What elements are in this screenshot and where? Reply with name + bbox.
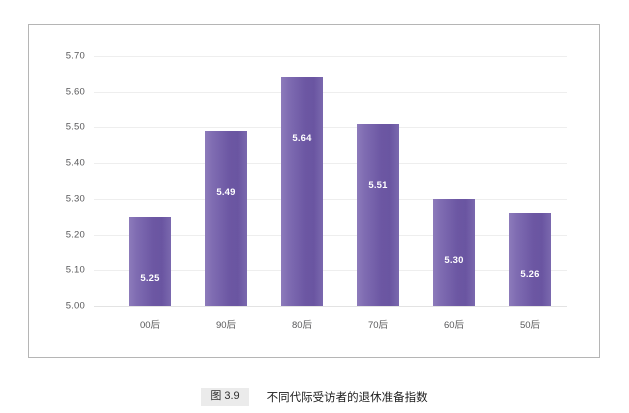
gridline: [94, 56, 567, 57]
y-axis-tick-label: 5.40: [65, 157, 85, 169]
x-axis-category-label: 80后: [291, 320, 313, 331]
y-axis-tick-label: 5.60: [65, 86, 85, 98]
gridline: [94, 306, 567, 307]
gridline: [94, 234, 567, 236]
x-axis-category-label: 00后: [139, 320, 161, 331]
bar-group: 5.49 90后: [188, 56, 264, 331]
gridline: [94, 270, 567, 272]
bar-value-label: 5.51: [368, 179, 388, 191]
figure-caption-text: 不同代际受访者的退休准备指数: [266, 392, 428, 404]
gridline: [94, 91, 567, 93]
bar-group: 5.26 50后: [492, 56, 568, 331]
bar[interactable]: 5.64: [281, 77, 323, 306]
gridline: [94, 198, 567, 200]
bar[interactable]: 5.30: [433, 198, 475, 306]
bar-group: 5.51 70后: [340, 56, 416, 331]
bar-value-label: 5.25: [140, 272, 160, 284]
bar[interactable]: 5.25: [129, 216, 171, 306]
bar-group: 5.25 00后: [112, 56, 188, 331]
x-axis-category-label: 50后: [519, 320, 541, 331]
x-axis-category-label: 70后: [367, 320, 389, 331]
figure-caption: 图 3.9 不同代际受访者的退休准备指数: [0, 388, 629, 406]
y-axis-tick-label: 5.50: [65, 121, 85, 133]
bar[interactable]: 5.49: [205, 131, 247, 306]
y-axis-tick-label: 5.30: [65, 193, 85, 205]
bar-value-label: 5.26: [520, 269, 540, 281]
bar[interactable]: 5.26: [509, 213, 551, 306]
figure-number-badge: 图 3.9: [201, 388, 249, 406]
bar-value-label: 5.49: [216, 187, 236, 198]
x-axis-category-label: 90后: [215, 320, 237, 331]
bar-series: 5.25 00后 5.49 90后 5.64 80后 5.51 70后 5.30 60后 5.26 5…: [94, 56, 568, 331]
bar-value-label: 5.30: [444, 254, 464, 266]
bar-value-label: 5.64: [292, 133, 312, 145]
x-axis-category-label: 60后: [443, 320, 465, 331]
bar[interactable]: 5.51: [357, 123, 399, 306]
gridline: [94, 127, 567, 129]
bar-group: 5.30 60后: [416, 56, 492, 331]
plot-area: 5.70 5.60 5.50 5.40 5.30 5.20 5.10 5.00 5.25 00后…: [66, 51, 568, 331]
y-axis-tick-label: 5.70: [65, 50, 85, 62]
bar-group: 5.64 80后: [264, 56, 340, 331]
y-axis-tick-label: 5.00: [65, 300, 85, 312]
chart-panel: 5.70 5.60 5.50 5.40 5.30 5.20 5.10 5.00 5.25 00后…: [28, 24, 600, 358]
y-axis-tick-label: 5.10: [65, 264, 85, 276]
y-axis-tick-label: 5.20: [65, 229, 85, 241]
gridline: [94, 163, 567, 165]
